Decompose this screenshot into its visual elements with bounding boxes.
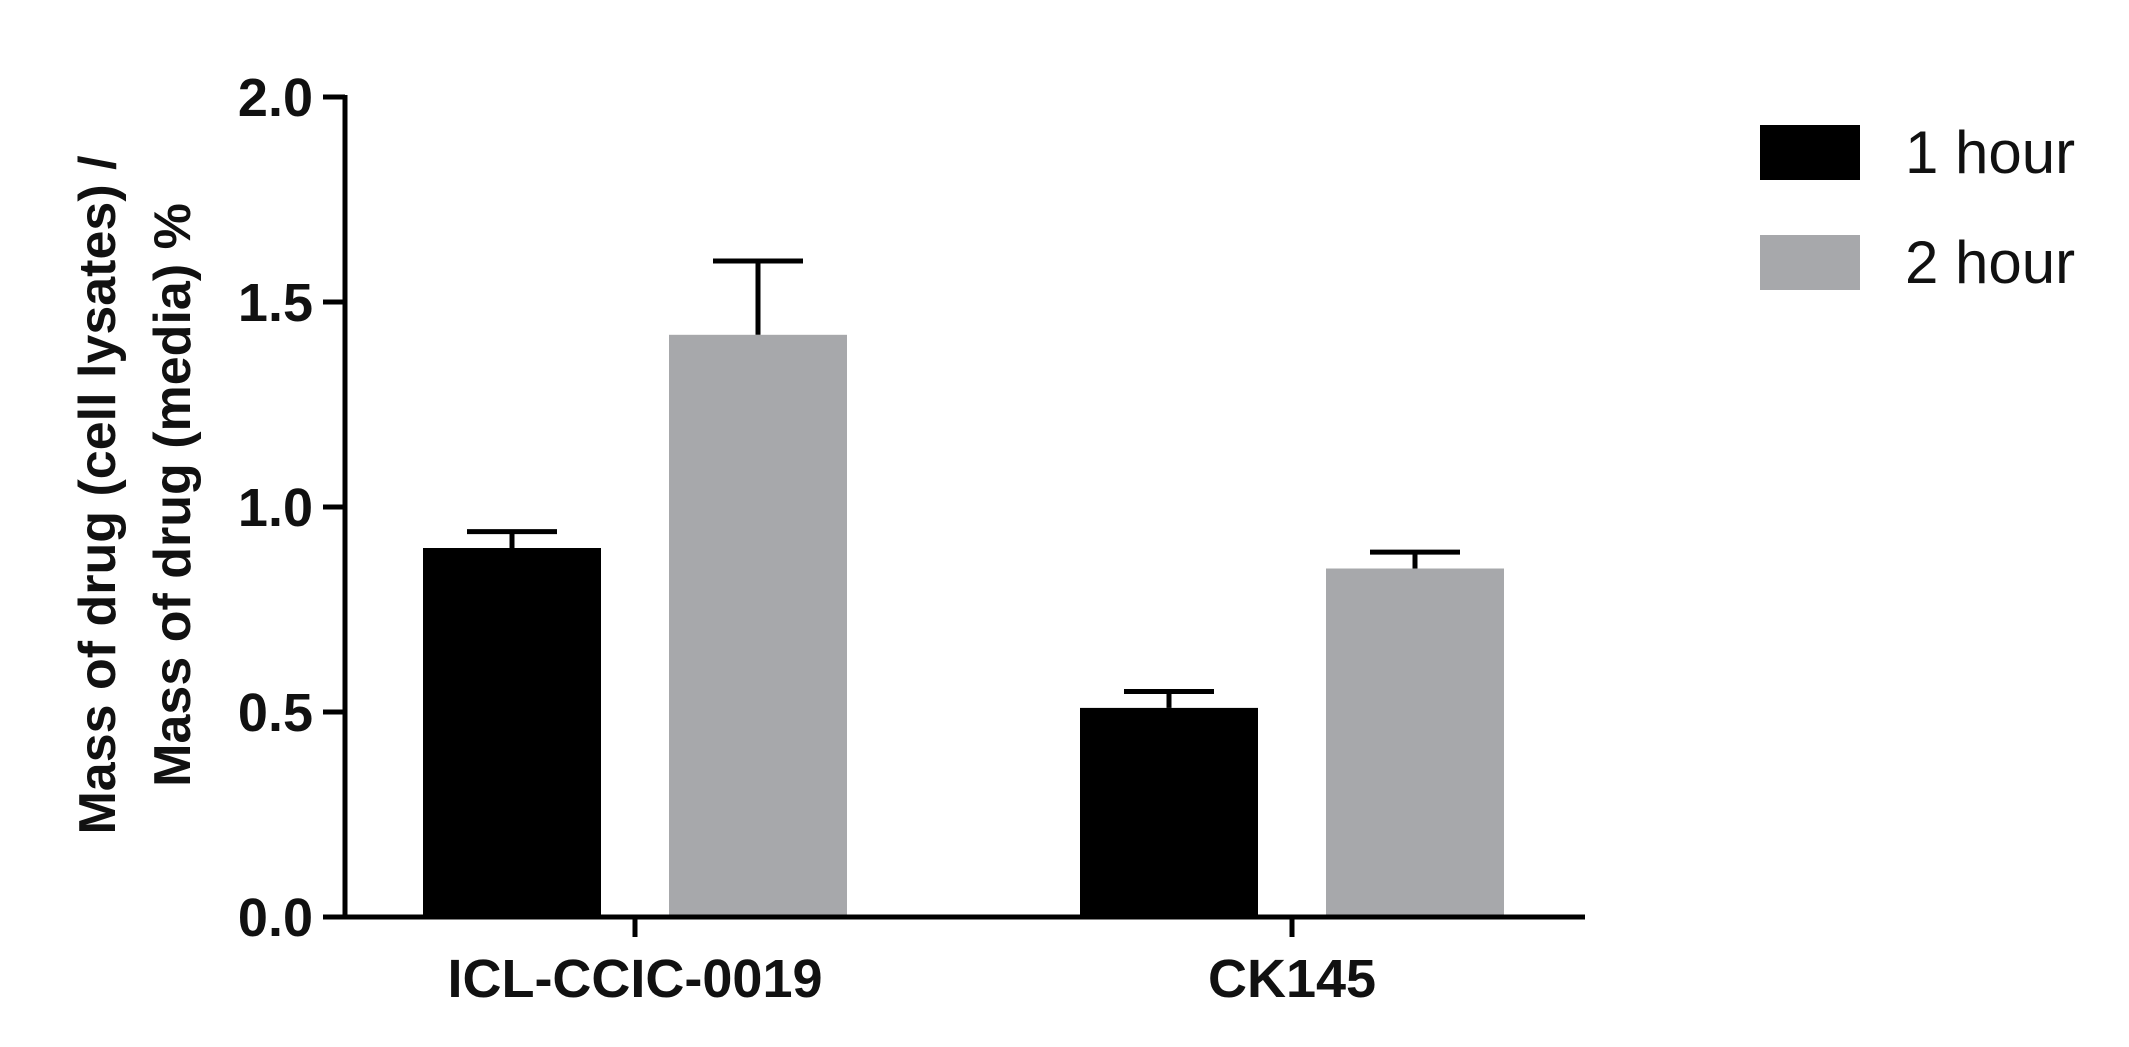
legend-item-2-hour: 2 hour: [1760, 229, 2075, 296]
bar-2-hour-ICL-CCIC-0019: [669, 334, 847, 917]
legend: 1 hour 2 hour: [1760, 119, 2075, 296]
legend-label: 2 hour: [1905, 229, 2075, 296]
y-axis-title-line-1: Mass of drug (cell lysates) /: [69, 155, 127, 834]
legend-swatch: [1760, 125, 1860, 180]
y-axis-title-line-2: Mass of drug (media) %: [144, 203, 202, 787]
y-tick-label: 1.0: [238, 478, 313, 538]
legend-swatch: [1760, 235, 1860, 290]
y-tick-label: 0.0: [238, 888, 313, 948]
bar-1-hour-CK145: [1080, 707, 1258, 917]
y-axis-title: Mass of drug (cell lysates) / Mass of dr…: [69, 155, 202, 834]
bar-2-hour-CK145: [1326, 568, 1504, 917]
x-ticks-group: ICL-CCIC-0019 CK145: [447, 917, 1376, 1009]
y-tick-label: 2.0: [238, 68, 313, 128]
error-bars-group: [467, 258, 1460, 708]
y-ticks-group: 0.0 0.5 1.0 1.5 2.0: [238, 68, 345, 948]
y-tick-label: 0.5: [238, 683, 313, 743]
legend-item-1-hour: 1 hour: [1760, 119, 2075, 186]
bar-1-hour-ICL-CCIC-0019: [423, 548, 601, 917]
x-tick-label: ICL-CCIC-0019: [447, 949, 822, 1009]
x-tick-label: CK145: [1208, 949, 1376, 1009]
y-tick-label: 1.5: [238, 273, 313, 333]
bars-group: [423, 334, 1504, 917]
legend-label: 1 hour: [1905, 119, 2075, 186]
